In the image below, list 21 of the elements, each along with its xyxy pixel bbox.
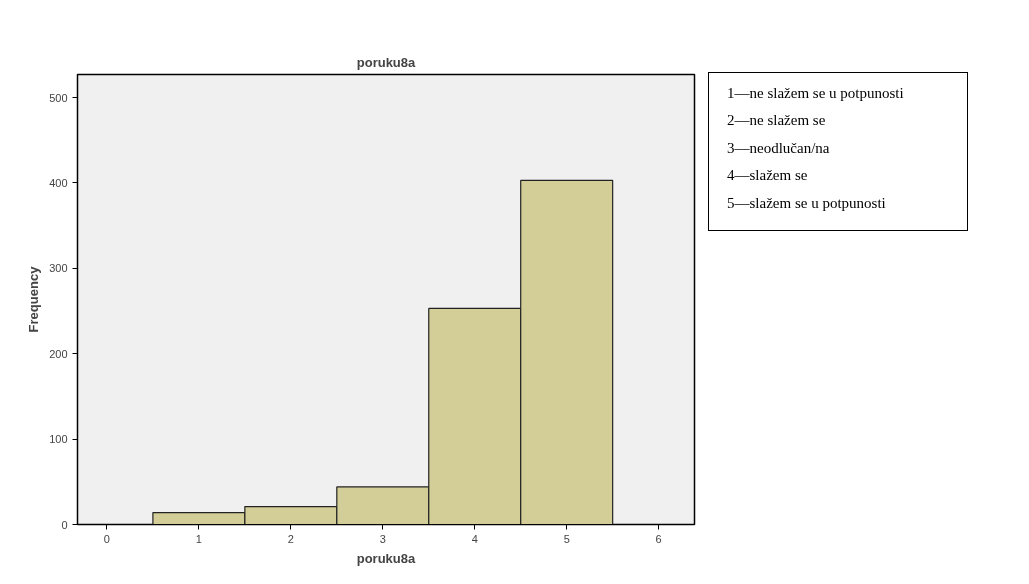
y-tick-label: 400 <box>49 176 68 189</box>
x-tick-label: 2 <box>287 532 294 545</box>
y-tick-label: 100 <box>49 433 68 446</box>
y-tick-label: 0 <box>61 518 68 531</box>
text: 1—ne slažem se u potpunosti <box>727 84 905 103</box>
text: 2—ne slažem se <box>727 111 827 131</box>
x-tick-label: 1 <box>195 532 202 545</box>
text: 5—slažem se u potpunosti <box>727 193 887 213</box>
chart-title: poruku8a <box>356 54 417 70</box>
text: 4—slažem se <box>727 166 809 186</box>
x-tick-label: 3 <box>379 532 386 545</box>
text: 3—neodlučan/na <box>727 138 831 158</box>
x-tick-label: 4 <box>471 532 478 545</box>
x-tick-label: 6 <box>655 532 662 545</box>
y-tick-label: 200 <box>49 347 68 360</box>
x-axis-title: poruku8a <box>356 550 417 566</box>
x-tick-label: 5 <box>563 532 570 545</box>
y-axis-title: Frequency <box>26 265 42 333</box>
y-tick-label: 300 <box>49 262 68 275</box>
y-tick-label: 500 <box>49 91 68 104</box>
x-tick-label: 0 <box>103 532 110 545</box>
